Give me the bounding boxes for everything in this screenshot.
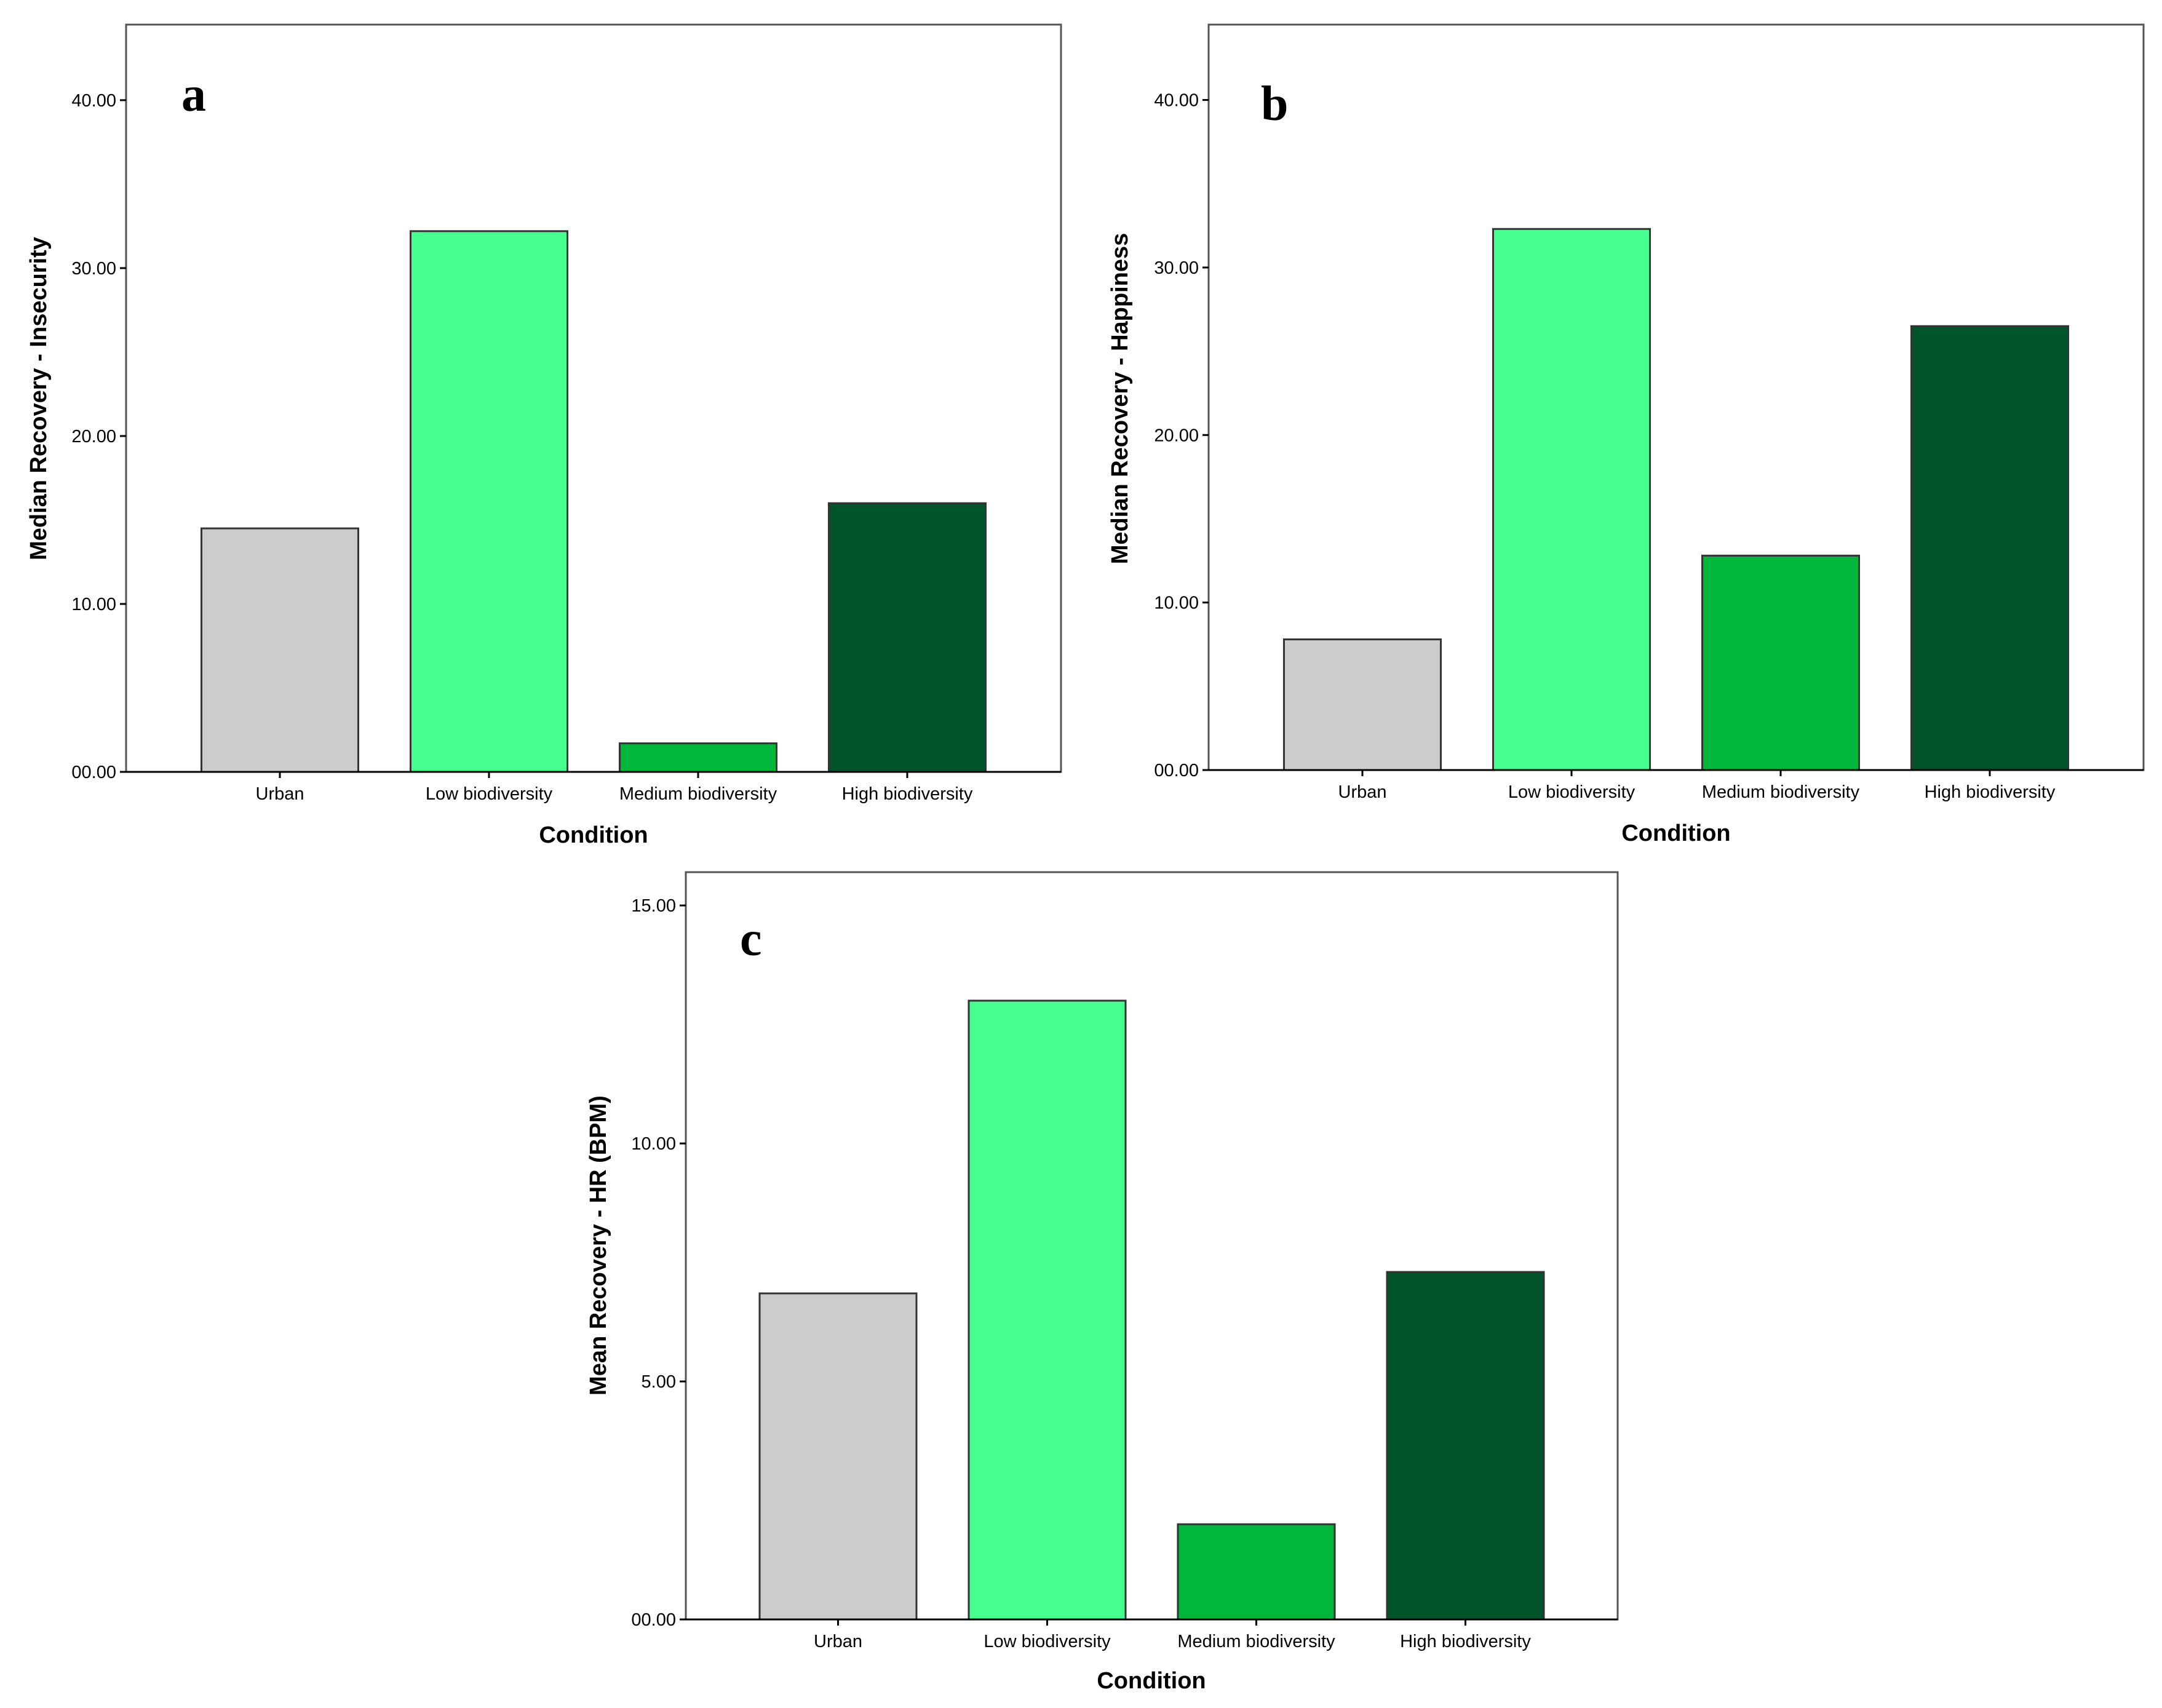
panel-c-x-tick-label: Medium biodiversity xyxy=(1177,1632,1335,1651)
panel-a-bar-high-biodiversity xyxy=(828,502,987,773)
panel-a-x-tick-label: Low biodiversity xyxy=(426,784,553,804)
panel-a-bar-urban xyxy=(201,527,359,773)
panel-a-y-tick-label: 00.00 xyxy=(71,763,116,782)
panel-b-y-tick-label: 30.00 xyxy=(1154,258,1199,278)
panel-b-x-axis-title: Condition xyxy=(1621,820,1730,846)
panel-c-y-tick-label: 15.00 xyxy=(631,896,676,916)
panel-b-bar-urban xyxy=(1283,638,1442,771)
panel-c-bars xyxy=(758,999,1545,1621)
panel-c-bar-medium-biodiversity xyxy=(1177,1523,1336,1621)
panel-a-x-tick-label: High biodiversity xyxy=(842,784,973,804)
panel-c-x-tick-label: Low biodiversity xyxy=(984,1632,1111,1651)
panel-a-x-tick-label: Urban xyxy=(256,784,304,804)
panel-b-letter: b xyxy=(1261,77,1289,131)
panel-a-y-tick-label: 10.00 xyxy=(71,595,116,614)
panel-b-bar-high-biodiversity xyxy=(1910,325,2069,771)
panel-c-x-axis: Urban Low biodiversity Medium biodiversity… xyxy=(686,1618,1618,1651)
panel-c-y-tick-label: 5.00 xyxy=(642,1372,676,1392)
panel-c-letter: c xyxy=(740,912,762,966)
panel-c-y-axis-title: Mean Recovery - HR (BPM) xyxy=(586,1095,611,1396)
panel-b-x-tick-label: Low biodiversity xyxy=(1508,782,1635,802)
panel-b-x-tick-label: Medium biodiversity xyxy=(1702,782,1860,802)
panel-c-x-tick-label: Urban xyxy=(814,1632,862,1651)
panel-a-y-tick-label: 20.00 xyxy=(71,427,116,447)
panel-a-bar-medium-biodiversity xyxy=(619,742,777,773)
panel-c-y-tick-label: 00.00 xyxy=(631,1610,676,1630)
panel-b-bar-medium-biodiversity xyxy=(1701,554,1860,771)
panel-a-y-axis: 00.00 10.00 20.00 30.00 40.00 xyxy=(71,91,126,782)
panel-c-bar-urban xyxy=(758,1292,918,1621)
panel-b-y-axis: 00.00 10.00 20.00 30.00 40.00 xyxy=(1154,91,1209,781)
panel-a: a 00.00 10.00 20.00 30.00 40.00 Urban Low bio… xyxy=(26,23,1062,848)
panel-b-x-tick-label: Urban xyxy=(1338,782,1387,802)
panel-b-bar-low-biodiversity xyxy=(1492,228,1651,771)
panel-a-y-axis-title: Median Recovery - Insecurity xyxy=(26,237,52,560)
panel-a-letter: a xyxy=(181,68,206,122)
panel-b-bars xyxy=(1283,228,2069,771)
panel-a-x-axis-title: Condition xyxy=(539,822,648,848)
panel-b-y-tick-label: 00.00 xyxy=(1154,761,1199,781)
panel-c-y-axis: 00.00 5.00 10.00 15.00 xyxy=(631,896,686,1630)
panel-a-y-tick-label: 30.00 xyxy=(71,259,116,279)
panel-a-y-tick-label: 40.00 xyxy=(71,91,116,111)
panel-b-y-tick-label: 20.00 xyxy=(1154,426,1199,445)
panel-b-y-tick-label: 10.00 xyxy=(1154,594,1199,613)
panel-a-x-axis: Urban Low biodiversity Medium biodiversity… xyxy=(126,771,1061,804)
panel-c: c 00.00 5.00 10.00 15.00 Urban Low biodivers… xyxy=(586,871,1619,1694)
panel-a-bar-low-biodiversity xyxy=(410,230,568,773)
panel-c-y-tick-label: 10.00 xyxy=(631,1134,676,1154)
panel-c-x-tick-label: High biodiversity xyxy=(1400,1632,1531,1651)
panel-c-x-axis-title: Condition xyxy=(1097,1668,1206,1694)
panel-b-y-axis-title: Median Recovery - Happiness xyxy=(1107,233,1133,565)
panel-b-x-axis: Urban Low biodiversity Medium biodiversity… xyxy=(1209,769,2144,802)
panel-b-x-tick-label: High biodiversity xyxy=(1925,782,2056,802)
panel-b-y-tick-label: 40.00 xyxy=(1154,91,1199,111)
panel-c-bar-low-biodiversity xyxy=(968,999,1127,1621)
panel-a-x-tick-label: Medium biodiversity xyxy=(619,784,777,804)
panel-c-bar-high-biodiversity xyxy=(1386,1271,1545,1621)
panel-b: b 00.00 10.00 20.00 30.00 40.00 Urban Low bio… xyxy=(1107,23,2145,846)
panel-a-bars xyxy=(201,230,987,773)
